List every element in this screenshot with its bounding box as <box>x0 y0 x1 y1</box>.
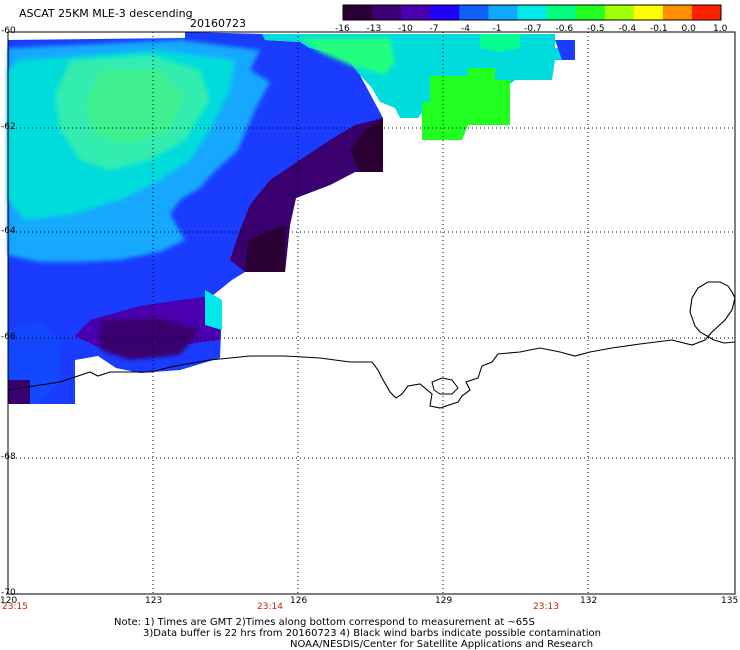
graticule <box>8 32 735 594</box>
latitude-label: -66 <box>1 332 16 342</box>
colorbar-label: -0.6 <box>555 24 574 34</box>
colorbar-segment <box>401 5 431 20</box>
time-label: 23:15 <box>2 602 28 612</box>
time-label: 23:13 <box>533 602 559 612</box>
colorbar-label: 0.0 <box>681 24 696 34</box>
longitude-label: 135 <box>721 596 739 606</box>
colorbar-label: -13 <box>366 24 382 34</box>
colorbar-segment <box>459 5 489 20</box>
map-date: 20160723 <box>190 17 246 30</box>
colorbar-label: -0.1 <box>650 24 668 34</box>
note-line-3: NOAA/NESDIS/Center for Satellite Applica… <box>290 639 594 650</box>
map-frame <box>7 31 736 595</box>
colorbar-segment <box>575 5 606 20</box>
colorbar-segment <box>604 5 635 20</box>
colorbar <box>342 4 722 21</box>
colorbar-segment <box>488 5 518 20</box>
latitude-label: -60 <box>1 26 16 36</box>
colorbar-label: -1 <box>492 24 502 34</box>
colorbar-label: -0.5 <box>587 24 605 34</box>
coastline-inner <box>431 377 459 395</box>
coastline <box>7 281 736 409</box>
longitude-label: 129 <box>435 596 453 606</box>
colorbar-segment <box>546 5 577 20</box>
colorbar-label: -4 <box>461 24 470 34</box>
colorbar-segment <box>633 5 664 20</box>
longitude-label: 120 <box>0 596 18 606</box>
colorbar-border <box>342 4 722 21</box>
colorbar-segment <box>372 5 402 20</box>
map-title: ASCAT 25KM MLE-3 descending <box>19 7 193 20</box>
colorbar-segment <box>343 5 373 20</box>
longitude-label: 126 <box>290 596 308 606</box>
note-line-2: 3)Data buffer is 22 hrs from 20160723 4)… <box>143 628 601 639</box>
longitude-label: 123 <box>145 596 163 606</box>
latitude-label: -70 <box>1 588 16 598</box>
wind-speed-swath <box>8 32 575 404</box>
time-label: 23:14 <box>257 602 283 612</box>
latitude-label: -64 <box>1 226 16 236</box>
longitude-label: 132 <box>580 596 598 606</box>
latitude-label: -62 <box>1 122 16 132</box>
colorbar-segment <box>691 5 722 20</box>
colorbar-label: -10 <box>398 24 413 34</box>
colorbar-segment <box>430 5 460 20</box>
note-line-1: Note: 1) Times are GMT 2)Times along bot… <box>114 617 535 628</box>
colorbar-label: -16 <box>335 24 350 34</box>
colorbar-label: -7 <box>429 24 439 34</box>
colorbar-segment <box>517 5 548 20</box>
colorbar-label: -0.7 <box>524 24 542 34</box>
colorbar-label: -0.4 <box>618 24 637 34</box>
colorbar-segment <box>662 5 693 20</box>
colorbar-label: 1.0 <box>713 24 728 34</box>
latitude-label: -68 <box>1 452 16 462</box>
